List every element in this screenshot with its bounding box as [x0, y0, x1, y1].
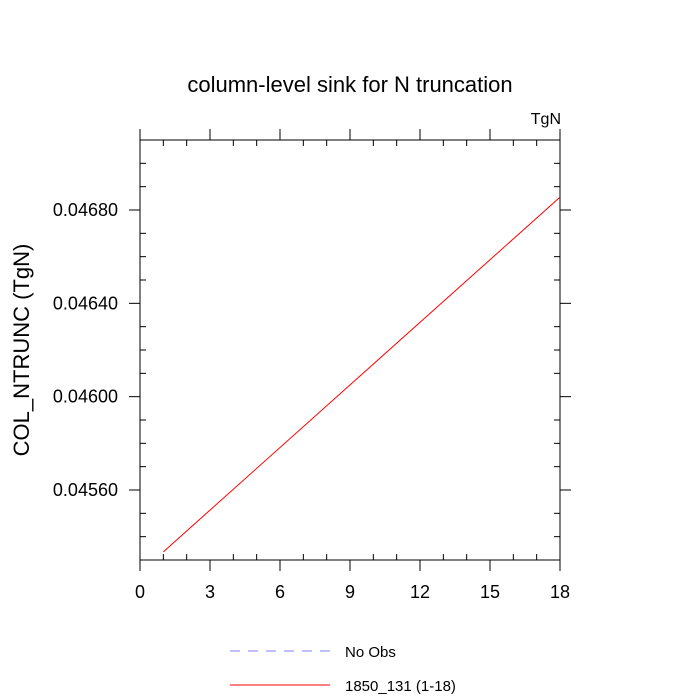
series-line-1	[163, 196, 561, 553]
y-tick-label: 0.04600	[53, 387, 118, 407]
y-tick-labels: 0.04560 0.04600 0.04640 0.04680	[53, 200, 118, 500]
x-tick-labels: 0 3 6 9 12 15 18	[135, 582, 570, 602]
chart-title: column-level sink for N truncation	[187, 72, 512, 97]
x-tick-label: 18	[550, 582, 570, 602]
legend-label-1850-131: 1850_131 (1-18)	[345, 678, 456, 695]
legend: No Obs 1850_131 (1-18)	[230, 644, 456, 695]
x-tick-label: 3	[205, 582, 215, 602]
x-tick-label: 15	[480, 582, 500, 602]
y-axis-label: COL_NTRUNC (TgN)	[9, 244, 34, 457]
x-tick-label: 6	[275, 582, 285, 602]
series-lines	[163, 196, 561, 553]
axis-ticks	[129, 129, 571, 571]
x-tick-label: 9	[345, 582, 355, 602]
y-tick-label: 0.04680	[53, 200, 118, 220]
plot-frame	[139, 139, 561, 561]
legend-label-no-obs: No Obs	[345, 644, 396, 661]
y-tick-label: 0.04560	[53, 480, 118, 500]
x-tick-label: 12	[410, 582, 430, 602]
units-label: TgN	[531, 111, 561, 128]
y-tick-label: 0.04640	[53, 293, 118, 313]
x-tick-label: 0	[135, 582, 145, 602]
